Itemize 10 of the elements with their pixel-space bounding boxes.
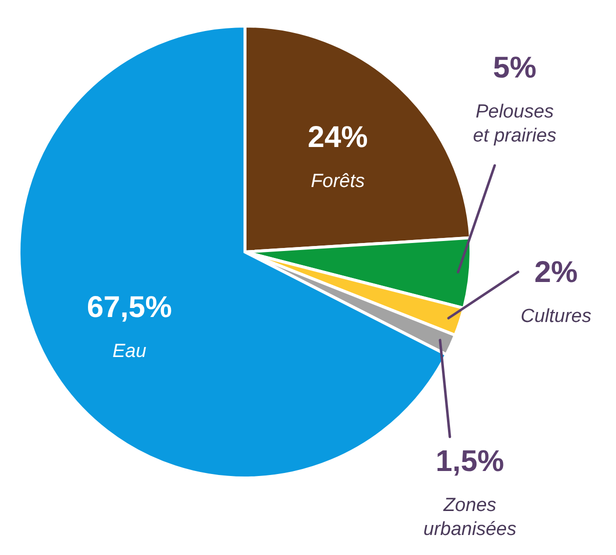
data-label: 24% <box>308 121 368 154</box>
slice-label: Pelouses et prairies <box>472 101 557 146</box>
slice-label: Forêts <box>310 171 366 192</box>
data-label: 67,5% <box>86 290 172 324</box>
slice-label: Eau <box>112 340 147 362</box>
data-label: 2% <box>534 256 578 289</box>
data-label: 5% <box>493 51 536 84</box>
data-label: 1,5% <box>436 444 504 478</box>
slice-label: Cultures <box>520 306 592 327</box>
slice-label: Zones urbanisées <box>423 494 517 540</box>
